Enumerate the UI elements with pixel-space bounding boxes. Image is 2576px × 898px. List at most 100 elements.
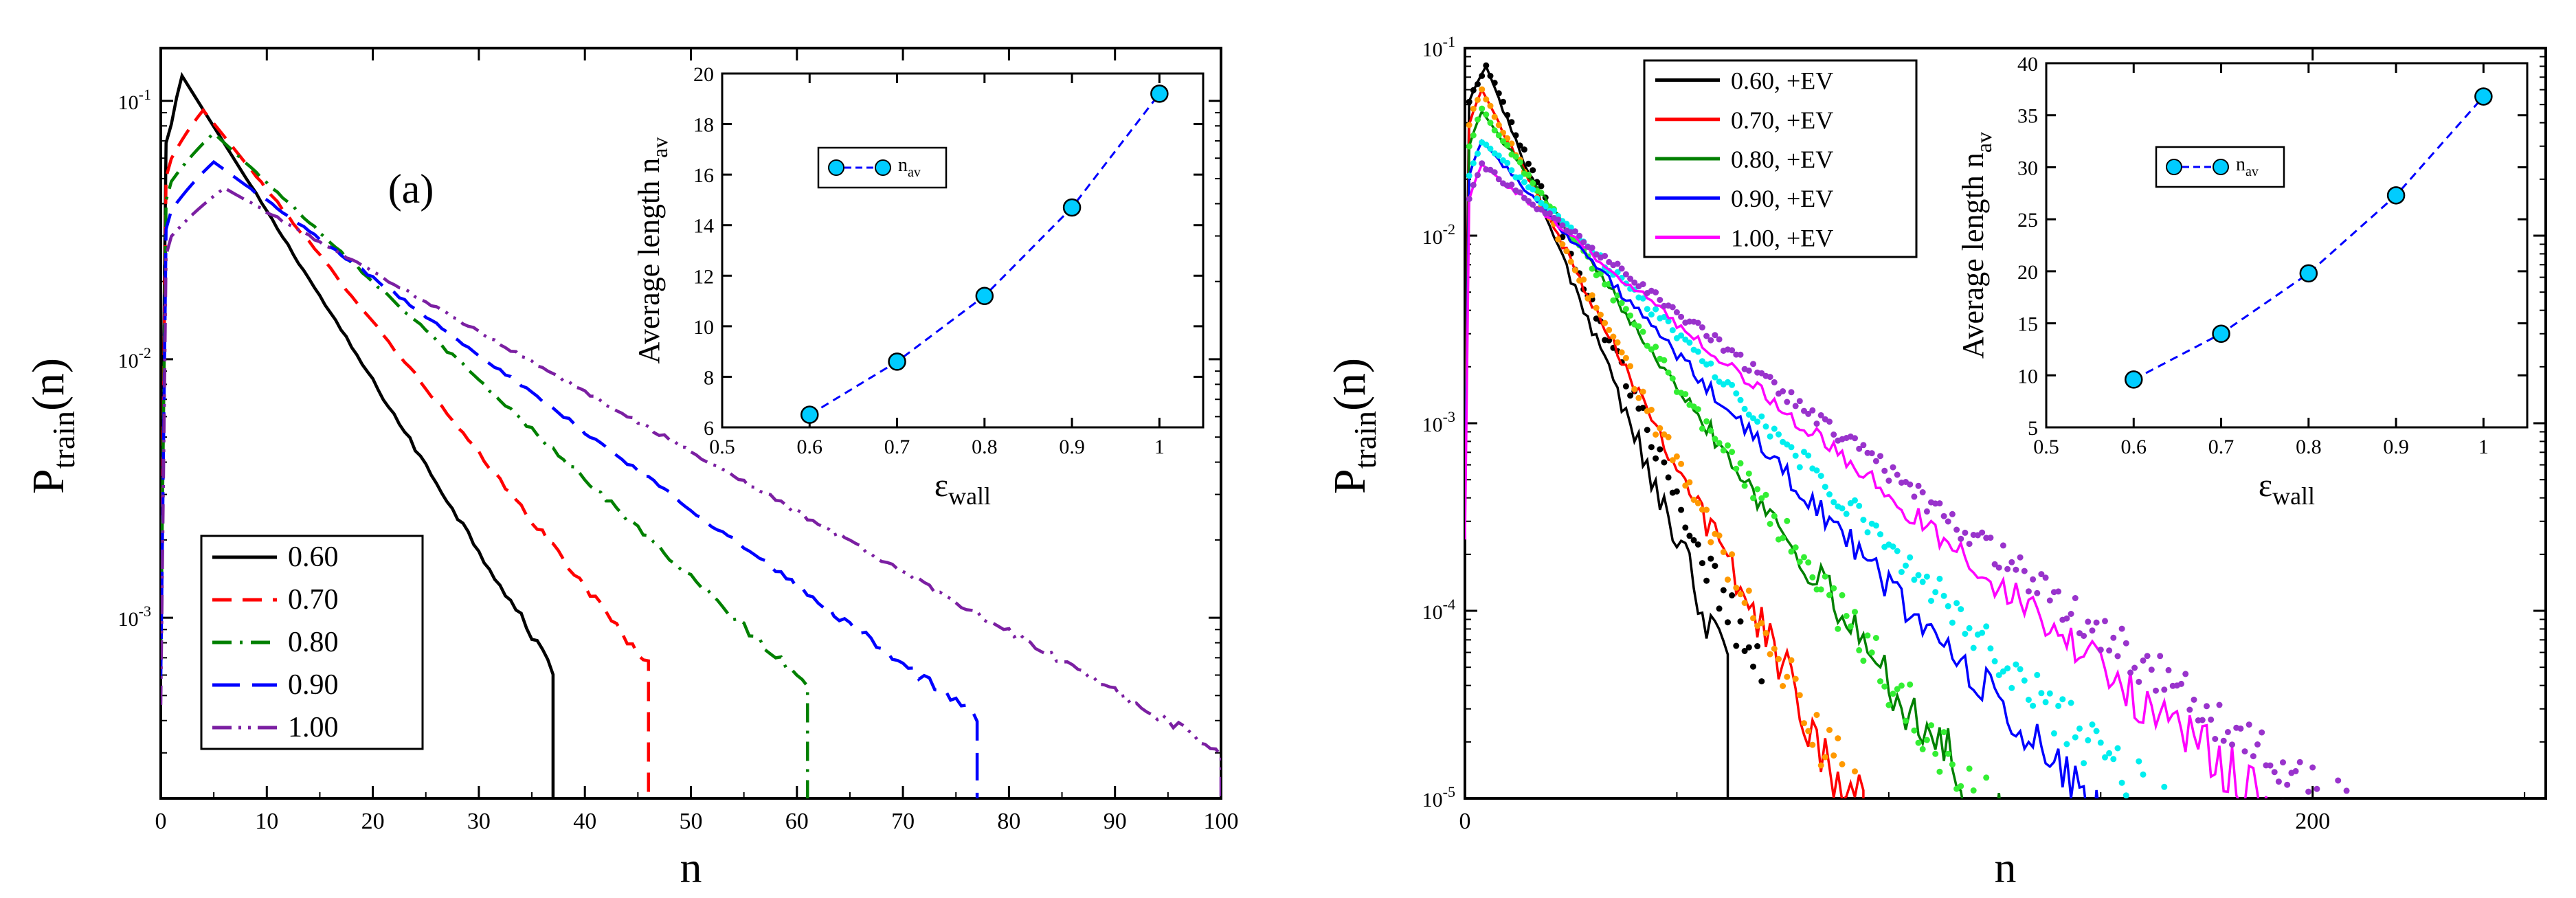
series-dot [2114, 745, 2121, 752]
series-dot [1864, 632, 1871, 639]
inset-y-tick-label: 10 [693, 316, 714, 339]
series-dot [1487, 145, 1494, 152]
series-dot [1949, 619, 1956, 626]
series-dot [2021, 568, 2028, 574]
series-dot [2212, 736, 2219, 742]
inset-y-tick-label: 6 [704, 417, 714, 440]
series-dot [1788, 389, 1795, 396]
series-dot [2191, 696, 2197, 703]
series-group [1465, 62, 2350, 798]
x-tick-label: 0 [155, 809, 167, 834]
y-tick-exponent: -5 [1443, 783, 1455, 800]
series-dot [1720, 549, 1727, 555]
series-dot [1657, 425, 1664, 431]
series-dot [2254, 741, 2261, 748]
series-dot [1707, 555, 1714, 562]
inset-point [1150, 85, 1169, 103]
series-dot [1805, 728, 1812, 734]
series-dot [1538, 200, 1545, 206]
series-dot [2081, 760, 2087, 767]
series-dot [1805, 452, 1812, 459]
x-tick-label: 20 [361, 809, 385, 834]
series-dot [1487, 120, 1494, 126]
y-tick-label: 10-2 [118, 344, 151, 372]
series-dot [1958, 535, 1964, 542]
series-dot [1966, 765, 1973, 772]
series-dot [1479, 86, 1486, 93]
series-dot [1780, 388, 1787, 394]
series-dot [1932, 750, 1939, 757]
series-dot [1898, 569, 1905, 575]
series-dot [1644, 342, 1650, 349]
series-dot [1669, 327, 1676, 334]
series-dot [2186, 706, 2193, 713]
x-tick-label: 50 [680, 809, 703, 834]
series-dot [1903, 562, 1909, 569]
series-dot [1610, 333, 1617, 340]
series-dot [1750, 615, 1756, 622]
series-dot [2161, 783, 2168, 790]
series-dot [1712, 563, 1718, 570]
legend-label: 0.90 [288, 669, 339, 701]
series-dot [1487, 73, 1494, 79]
x-tick-label: 40 [573, 809, 596, 834]
series-dot [1491, 113, 1498, 120]
series-dot [1995, 564, 2002, 571]
panel-b: 020010-510-410-310-210-1nPtrain(n)(b)0.6… [1325, 33, 2547, 892]
series-dot [2237, 725, 2244, 732]
series-dot [2085, 618, 2092, 625]
series-dot [1614, 260, 1621, 267]
series-dot [1707, 539, 1714, 546]
series-dot [1686, 479, 1693, 486]
series-dot [1784, 517, 1791, 524]
series-dot [1940, 729, 1947, 736]
series-dot [1792, 544, 1799, 551]
inset-x-tick-label: 1 [2478, 436, 2489, 458]
series-dot [1767, 651, 1773, 658]
series-dot [1911, 727, 1918, 734]
series-dot [1733, 390, 1740, 397]
series-dot [1516, 159, 1523, 166]
series-dot [2008, 559, 2015, 565]
series-dot [1983, 623, 1990, 630]
series-dot [1618, 300, 1625, 306]
series-dot [1622, 306, 1629, 313]
series-dot [1694, 499, 1701, 506]
series-dot [2241, 748, 2248, 755]
y-tick-label: 10-1 [1422, 33, 1455, 61]
series-dot [1754, 418, 1761, 425]
series-dot [2102, 618, 2108, 625]
series-dot [1690, 496, 1697, 503]
series-dot [1479, 160, 1486, 167]
series-dot [1525, 171, 1532, 178]
series-dot [1936, 500, 1943, 507]
series-dot [2259, 729, 2265, 736]
series-dot [1508, 181, 1515, 188]
series-dot [2097, 739, 2104, 746]
series-dot [1911, 493, 1918, 500]
series-dot [1953, 526, 1960, 533]
series-dot [1890, 543, 1896, 550]
series-dot [1813, 420, 1820, 427]
series-dot [1860, 658, 1867, 664]
series-dot [1525, 198, 1532, 205]
series-dot [1991, 658, 1998, 664]
series-dot [1627, 363, 1634, 370]
series-dot [1864, 529, 1871, 536]
series-dot [1538, 183, 1545, 190]
series-dot [1694, 319, 1701, 326]
series-dot [2204, 703, 2210, 710]
x-tick-label: 80 [997, 809, 1020, 834]
series-dot [1516, 142, 1523, 149]
series-dot [1767, 374, 1773, 381]
inset-point [2299, 264, 2318, 283]
series-dot [2055, 702, 2062, 709]
y-axis-label-tail: (n) [1325, 358, 1375, 411]
series-dot [1792, 675, 1799, 682]
inset-y-tick-label: 5 [2028, 417, 2038, 440]
series-dot [1678, 332, 1685, 339]
series-dot [2208, 716, 2215, 723]
y-axis-label-sub: train [46, 411, 81, 469]
series-dot [1475, 172, 1481, 179]
series-dot [1868, 450, 1875, 457]
